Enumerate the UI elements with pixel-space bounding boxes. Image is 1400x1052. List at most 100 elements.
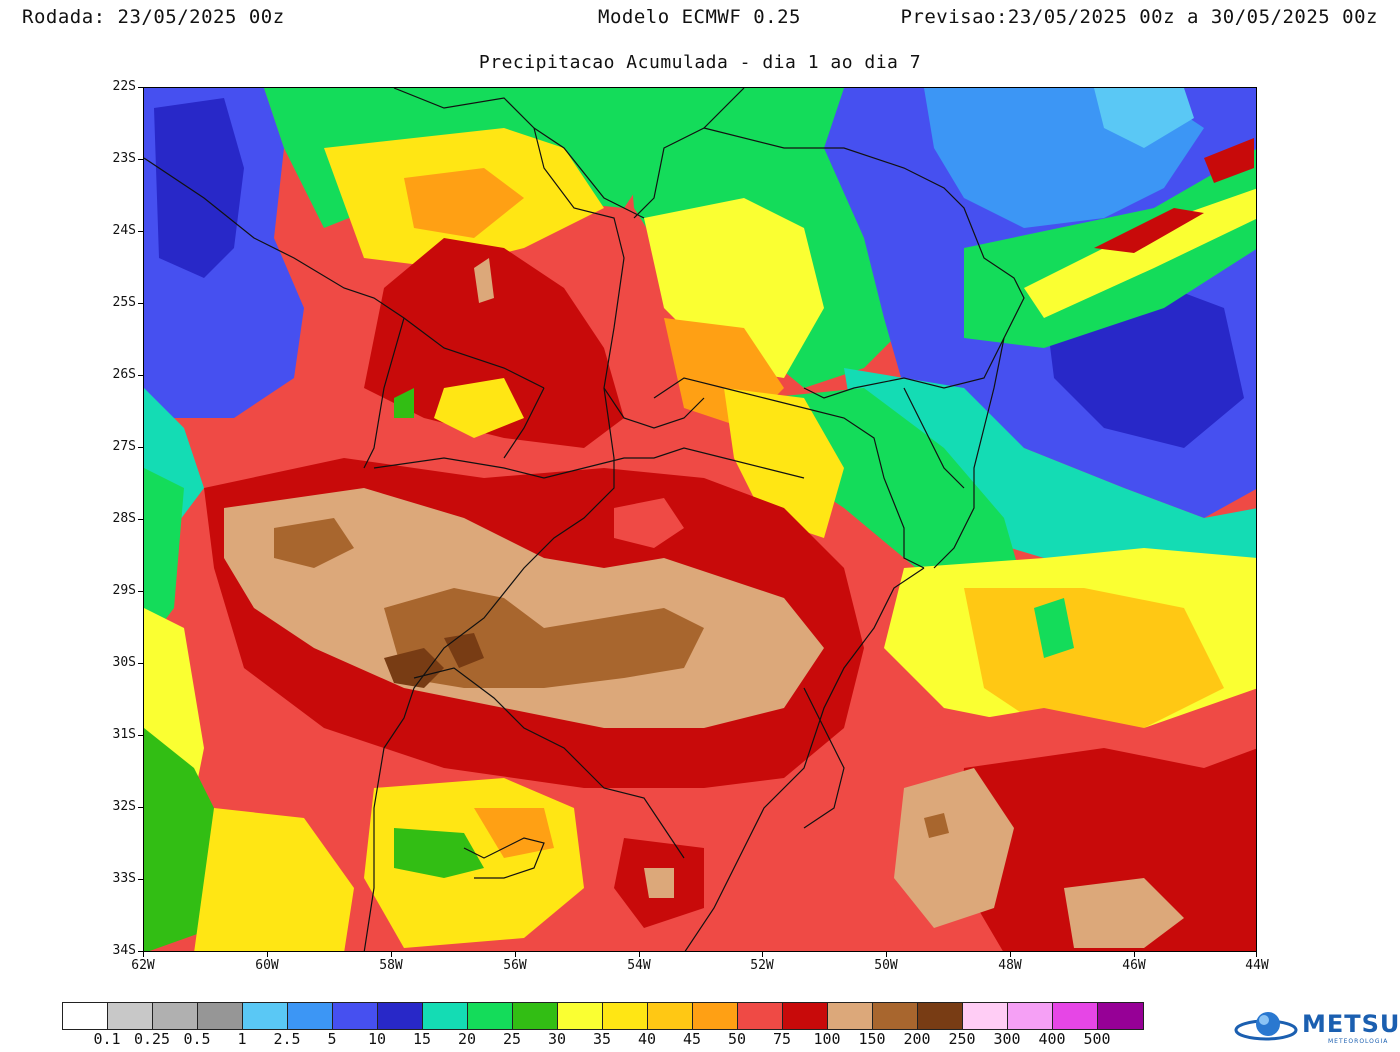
lat-label: 30S	[112, 655, 136, 670]
lat-tick	[138, 879, 143, 880]
legend-swatch	[468, 1003, 513, 1029]
lon-label: 50W	[874, 958, 898, 973]
legend-label: 50	[727, 1030, 747, 1048]
field-s-tan	[644, 868, 674, 898]
field-coast-red-2	[1204, 138, 1254, 183]
legend-swatch	[513, 1003, 558, 1029]
lat-tick	[138, 735, 143, 736]
legend-swatch	[783, 1003, 828, 1029]
lon-label: 52W	[750, 958, 774, 973]
lat-label: 32S	[112, 799, 136, 814]
legend-label: 0.25	[133, 1030, 171, 1048]
field-nc-tan	[474, 258, 494, 303]
logo-text: METSUL	[1302, 1010, 1400, 1038]
legend-label: 15	[412, 1030, 432, 1048]
legend-label: 45	[682, 1030, 702, 1048]
field-n-orange	[404, 168, 524, 238]
border-line	[363, 317, 405, 469]
legend-swatch	[1098, 1003, 1143, 1029]
lat-tick	[138, 663, 143, 664]
lat-label: 34S	[112, 943, 136, 958]
lat-tick	[138, 519, 143, 520]
border-line	[684, 567, 925, 951]
run-info: Rodada: 23/05/2025 00z	[22, 6, 285, 28]
border-line	[803, 687, 845, 829]
legend-swatch	[243, 1003, 288, 1029]
lat-tick	[138, 447, 143, 448]
border-line	[533, 127, 645, 219]
field-sw-yellow	[194, 808, 354, 951]
run-label: Rodada:	[22, 6, 106, 28]
lon-label: 62W	[131, 958, 155, 973]
legend-swatch	[288, 1003, 333, 1029]
lat-tick	[138, 87, 143, 88]
metsul-logo: METSUL METEOROLOGIA	[1232, 1008, 1400, 1052]
border-line	[503, 387, 545, 459]
field-s-orange	[474, 808, 554, 858]
field-core-darkbrown	[384, 648, 444, 688]
border-line	[633, 88, 745, 219]
lon-tick	[639, 952, 640, 957]
lat-label: 22S	[112, 79, 136, 94]
lat-label: 25S	[112, 295, 136, 310]
lat-label: 24S	[112, 223, 136, 238]
field-nc-darkred	[364, 238, 624, 448]
field-core-brown-2	[274, 518, 354, 568]
lon-tick	[886, 952, 887, 957]
legend-label: 10	[367, 1030, 387, 1048]
legend-swatch	[378, 1003, 423, 1029]
legend-label: 300	[993, 1030, 1021, 1048]
lon-label: 44W	[1245, 958, 1269, 973]
field-nc-green-2	[394, 388, 414, 418]
precipitation-map	[143, 87, 1257, 952]
lon-label: 60W	[255, 958, 279, 973]
field-se-darkred	[954, 748, 1256, 951]
field-coast-yellow	[1024, 188, 1256, 318]
lon-tick	[143, 952, 144, 957]
lon-tick	[762, 952, 763, 957]
lat-label: 26S	[112, 367, 136, 382]
legend-swatch	[108, 1003, 153, 1029]
lon-tick	[1134, 952, 1135, 957]
field-nc-yellow-2	[434, 378, 524, 438]
forecast-info: Previsao:23/05/2025 00z a 30/05/2025 00z	[900, 6, 1378, 28]
lon-label: 54W	[627, 958, 651, 973]
field-core-darkbrown-2	[444, 633, 484, 668]
legend-label: 0.1	[93, 1030, 121, 1048]
legend-swatch	[738, 1003, 783, 1029]
legend-label: 250	[948, 1030, 976, 1048]
border-line	[413, 667, 685, 859]
legend-label: 400	[1038, 1030, 1066, 1048]
lat-label: 27S	[112, 439, 136, 454]
legend-swatch	[828, 1003, 873, 1029]
lat-label: 28S	[112, 511, 136, 526]
lat-tick	[138, 807, 143, 808]
lon-label: 46W	[1122, 958, 1146, 973]
legend-label: 2.5	[273, 1030, 301, 1048]
lat-tick	[138, 591, 143, 592]
forecast-label: Previsao:	[900, 6, 1008, 28]
legend-label: 1	[237, 1030, 247, 1048]
legend-swatch	[918, 1003, 963, 1029]
boundary-lines	[144, 88, 1025, 951]
border-line	[463, 837, 545, 879]
legend-label: 200	[903, 1030, 931, 1048]
forecast-value: 23/05/2025 00z a 30/05/2025 00z	[1007, 6, 1378, 28]
logo-subtext: METEOROLOGIA	[1328, 1038, 1389, 1045]
legend-swatch	[63, 1003, 108, 1029]
legend-swatch	[333, 1003, 378, 1029]
legend-swatch	[693, 1003, 738, 1029]
legend-swatch	[873, 1003, 918, 1029]
field-ce-yellow	[724, 388, 844, 538]
legend-label: 30	[547, 1030, 567, 1048]
lon-tick	[391, 952, 392, 957]
lat-tick	[138, 375, 143, 376]
border-line	[933, 337, 1005, 569]
legend-label: 35	[592, 1030, 612, 1048]
color-legend	[62, 1002, 1144, 1030]
lat-label: 29S	[112, 583, 136, 598]
lon-label: 48W	[998, 958, 1022, 973]
map-subtitle: Precipitacao Acumulada - dia 1 ao dia 7	[478, 52, 922, 73]
lat-label: 23S	[112, 151, 136, 166]
legend-swatch	[603, 1003, 648, 1029]
